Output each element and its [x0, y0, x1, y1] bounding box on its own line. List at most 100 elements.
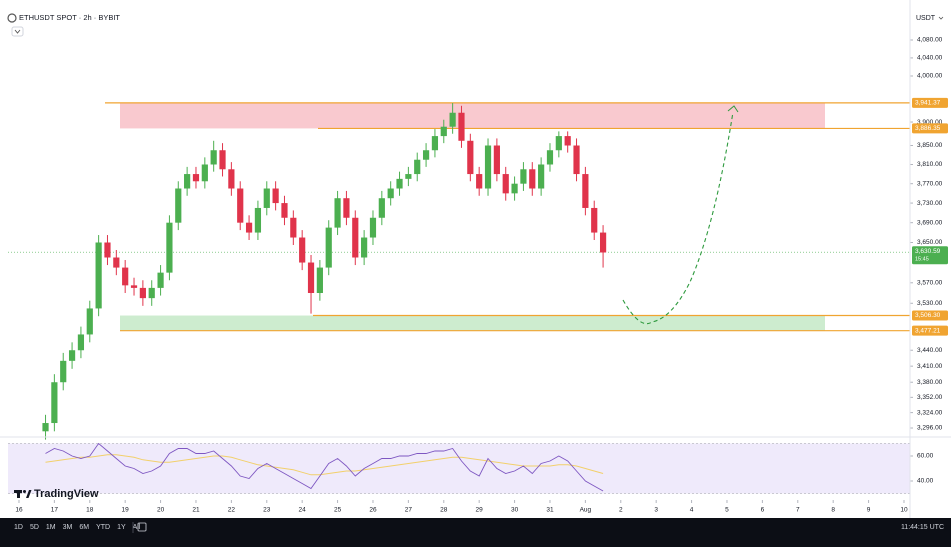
- zone: [120, 315, 825, 331]
- candle-body: [591, 207, 598, 233]
- candles: [42, 103, 607, 440]
- candle-body: [42, 423, 49, 432]
- candle-body: [245, 222, 253, 233]
- y-tick-label: 3,770.00: [917, 180, 943, 187]
- candle-body: [334, 198, 341, 228]
- candle-body: [396, 178, 403, 189]
- candle-body: [493, 145, 500, 175]
- rsi-line: [45, 442, 604, 492]
- level-label: 3,886.35: [915, 125, 941, 132]
- zone: [120, 102, 825, 129]
- range-button[interactable]: 1M: [46, 524, 56, 531]
- x-tick-label: 22: [228, 507, 236, 514]
- candle-body: [422, 150, 430, 160]
- candle-body: [529, 169, 536, 189]
- candle-body: [449, 112, 456, 127]
- candle-body: [210, 150, 217, 165]
- candle-body: [352, 217, 359, 258]
- x-tick-label: 8: [831, 507, 835, 514]
- x-tick-label: 28: [440, 507, 448, 514]
- rsi-pane: 60.00 40.00: [8, 442, 934, 494]
- x-tick-label: 30: [511, 507, 519, 514]
- candle-body: [520, 169, 527, 184]
- candle-body: [175, 188, 182, 223]
- range-button[interactable]: 6M: [79, 524, 89, 531]
- range-button[interactable]: YTD: [96, 524, 110, 531]
- candle-body: [467, 140, 474, 175]
- rsi-tick-label: 40.00: [917, 478, 934, 485]
- level-label-box: [912, 123, 948, 134]
- x-tick-label: 27: [405, 507, 413, 514]
- x-tick-label: 17: [51, 507, 59, 514]
- current-price-label: 3,630.59: [915, 248, 941, 255]
- candle-body: [77, 334, 85, 351]
- calendar-icon[interactable]: [137, 522, 147, 532]
- candle-body: [458, 112, 465, 141]
- axes: 4,080.00 4,040.00 4,000.00 3,900.00 3,850.00…: [15, 37, 948, 514]
- x-tick-label: 23: [263, 507, 271, 514]
- x-tick-label: 6: [761, 507, 765, 514]
- x-tick-label: 24: [299, 507, 307, 514]
- x-tick-label: 21: [192, 507, 200, 514]
- y-tick-label: 3,352.00: [917, 394, 943, 401]
- candle-body: [316, 267, 323, 294]
- countdown-label: 15:45: [915, 257, 929, 263]
- current-price-box: [912, 246, 948, 265]
- range-button[interactable]: 3M: [63, 524, 73, 531]
- logo-slash: [26, 490, 32, 498]
- zones: [8, 102, 910, 332]
- x-tick-label: Aug: [580, 507, 592, 514]
- y-tick-label: 3,690.00: [917, 219, 943, 226]
- y-tick-label: 4,040.00: [917, 55, 943, 62]
- level-label: 3,506.30: [915, 312, 941, 319]
- y-tick-label: 3,650.00: [917, 239, 943, 246]
- range-buttons: 1D 5D 1M 3M 6M YTD 1Y All: [14, 524, 141, 531]
- x-tick-label: 5: [725, 507, 729, 514]
- y-tick-label: 3,900.00: [917, 119, 943, 126]
- x-tick-label: 10: [900, 507, 908, 514]
- candle-body: [113, 257, 120, 268]
- candle-body: [387, 188, 394, 199]
- currency-label[interactable]: USDT: [916, 15, 936, 22]
- level-label-box: [912, 97, 948, 108]
- y-tick-label: 3,324.00: [917, 409, 943, 416]
- candle-body: [237, 188, 244, 223]
- candle-body: [263, 188, 270, 208]
- rsi-band: [8, 443, 910, 494]
- y-tick-label: 3,570.00: [917, 280, 943, 287]
- candle-body: [281, 203, 288, 218]
- candle-body: [130, 285, 138, 288]
- candle-body: [184, 174, 191, 189]
- level-label-box: [912, 325, 948, 336]
- x-tick-label: 3: [654, 507, 658, 514]
- x-tick-label: 7: [796, 507, 800, 514]
- level-label-box: [912, 310, 948, 321]
- range-button[interactable]: 1Y: [117, 524, 126, 531]
- logo-dot: [23, 490, 26, 493]
- candle-body: [68, 350, 76, 361]
- candle-body: [166, 222, 173, 273]
- candle-body: [139, 287, 146, 299]
- x-tick-label: 25: [334, 507, 342, 514]
- x-tick-label: 2: [619, 507, 623, 514]
- candle-body: [361, 237, 368, 258]
- y-tick-label: 3,810.00: [917, 161, 943, 168]
- candle-body: [440, 126, 447, 137]
- candle-body: [104, 242, 111, 258]
- candle-body: [378, 198, 385, 218]
- range-button[interactable]: 5D: [30, 524, 39, 531]
- candle-body: [325, 227, 332, 268]
- candle-body: [272, 188, 279, 204]
- range-button[interactable]: All: [133, 524, 141, 531]
- candle-body: [546, 150, 554, 165]
- x-tick-label: 16: [15, 507, 23, 514]
- legend-toggle[interactable]: [11, 26, 24, 37]
- y-tick-label: 4,080.00: [917, 37, 943, 44]
- y-tick-label: 3,296.00: [917, 425, 943, 432]
- candle-body: [51, 382, 58, 424]
- rsi-ma-line: [45, 454, 604, 476]
- range-button[interactable]: 1D: [14, 524, 23, 531]
- candle-body: [538, 164, 545, 189]
- y-tick-label: 3,410.00: [917, 363, 943, 370]
